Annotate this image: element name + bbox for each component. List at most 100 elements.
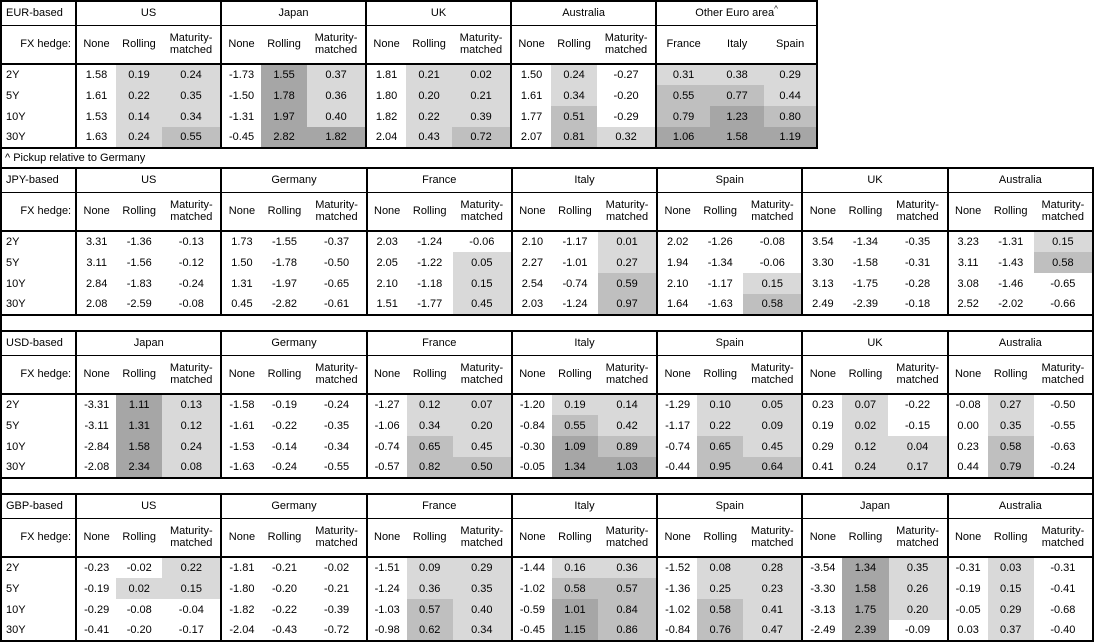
data-cell: 0.24 <box>162 436 223 457</box>
column-header: None <box>657 192 698 232</box>
data-cell: 0.22 <box>697 415 744 436</box>
country-header: Germany <box>221 494 368 519</box>
column-header: None <box>947 192 988 232</box>
column-header: Rolling <box>551 25 598 65</box>
data-cell: -1.27 <box>374 399 400 411</box>
data-cell: 0.09 <box>406 557 453 578</box>
column-header: Maturity-matched <box>162 518 223 558</box>
data-cell: -1.58 <box>229 399 255 411</box>
data-cell: -0.02 <box>126 562 152 574</box>
country-header: Australia <box>947 331 1094 356</box>
data-cell: -0.21 <box>307 578 368 599</box>
column-header: Maturity-matched <box>162 192 223 232</box>
data-cell: -0.06 <box>452 231 513 252</box>
data-cell: 0.36 <box>307 85 368 106</box>
column-header: None <box>221 518 262 558</box>
column-header: Rolling <box>551 355 598 395</box>
section-label: JPY-based <box>1 168 78 193</box>
data-cell: -0.24 <box>1033 457 1094 478</box>
data-cell: -1.81 <box>229 562 255 574</box>
data-cell: -0.05 <box>519 461 545 473</box>
column-header: None <box>947 355 988 395</box>
data-cell: 0.29 <box>812 440 834 453</box>
column-header: Spain <box>764 25 819 65</box>
data-cell: -2.82 <box>271 298 298 310</box>
data-cell: 0.23 <box>957 440 979 453</box>
data-cell: 0.22 <box>406 106 453 127</box>
column-header: None <box>366 192 407 232</box>
data-cell: -0.39 <box>307 599 368 620</box>
data-cell: -0.29 <box>597 106 658 127</box>
data-cell: 1.58 <box>116 436 163 457</box>
column-header: Rolling <box>406 192 453 232</box>
data-cell: 0.22 <box>162 557 223 578</box>
data-cell: -1.24 <box>417 236 443 248</box>
data-cell: 0.14 <box>598 394 659 415</box>
data-cell: 0.08 <box>697 557 744 578</box>
data-cell: 0.27 <box>598 252 659 273</box>
data-cell: -0.22 <box>271 603 298 616</box>
data-cell: 0.03 <box>987 557 1034 578</box>
data-cell: 1.53 <box>85 110 108 123</box>
data-cell: 0.41 <box>743 599 804 620</box>
column-header: None <box>366 355 407 395</box>
data-cell: -1.44 <box>519 562 545 574</box>
section-label: EUR-based <box>1 1 77 26</box>
data-cell: 1.94 <box>666 256 689 269</box>
data-cell: 0.41 <box>812 461 834 473</box>
data-cell: 0.36 <box>406 578 453 599</box>
data-cell: -3.54 <box>810 562 836 574</box>
row-label: 2Y <box>1 231 78 252</box>
country-header: Japan <box>76 331 223 356</box>
data-cell: -0.65 <box>1033 273 1094 294</box>
table-row: 5Y 3.11 -1.56 -0.12 1.50 -1.78 -0.50 2.05 -1.22 0… <box>1 252 1094 273</box>
data-cell: -0.15 <box>888 415 949 436</box>
row-label: 10Y <box>1 599 78 620</box>
data-cell: 0.80 <box>764 106 819 127</box>
data-cell: -1.82 <box>229 603 255 616</box>
column-header: None <box>76 355 117 395</box>
table-row: 30Y 1.63 0.24 0.55 -0.45 2.82 1.82 2.04 0.43 0.72… <box>1 127 819 148</box>
data-cell: -1.24 <box>374 582 400 595</box>
country-header: Italy <box>511 168 659 193</box>
column-header: Maturity-matched <box>1033 192 1094 232</box>
data-cell: 0.20 <box>406 85 453 106</box>
table-row: 2Y 3.31 -1.36 -0.13 1.73 -1.55 -0.37 2.03 -1.24-… <box>1 231 1094 252</box>
data-cell: 0.24 <box>116 127 162 148</box>
data-cell: 0.23 <box>812 399 834 411</box>
data-cell: -1.34 <box>852 236 878 248</box>
column-header: None <box>802 518 843 558</box>
data-cell: -0.98 <box>374 624 400 636</box>
column-header: Rolling <box>697 192 744 232</box>
data-cell: -0.37 <box>307 231 368 252</box>
data-cell: 0.55 <box>162 127 223 148</box>
data-cell: 0.57 <box>406 599 453 620</box>
data-cell: 0.58 <box>1033 252 1094 273</box>
column-header: Maturity-matched <box>743 518 804 558</box>
data-cell: 2.10 <box>666 277 689 290</box>
country-header: Italy <box>511 331 659 356</box>
row-label: 30Y <box>1 294 78 315</box>
data-cell: 0.25 <box>697 578 744 599</box>
data-cell: 0.32 <box>597 127 658 148</box>
country-header: US <box>76 1 223 26</box>
row-label: 30Y <box>1 127 77 148</box>
column-header: Rolling <box>551 192 599 232</box>
table-row: 2Y 1.58 0.19 0.24 -1.73 1.55 0.37 1.81 0.21 0.02 1… <box>1 64 819 85</box>
table-row: 10Y -0.29 -0.08 -0.04 -1.82 -0.22 -0.39 -1.03 0.… <box>1 599 1094 620</box>
data-cell: 0.40 <box>307 106 368 127</box>
table-row: 2Y -3.31 1.11 0.13 -1.58 -0.19 -0.24 -1.27 0.12 0… <box>1 394 1094 415</box>
data-cell: 1.34 <box>551 457 598 478</box>
country-header: UK <box>366 1 513 26</box>
data-cell: 1.03 <box>598 457 659 478</box>
data-cell: 1.50 <box>231 256 253 269</box>
data-cell: -3.11 <box>84 419 109 432</box>
column-header: Maturity-matched <box>307 518 368 558</box>
data-cell: 0.07 <box>842 394 889 415</box>
column-header: None <box>366 25 407 65</box>
data-cell: 1.75 <box>842 599 889 620</box>
data-cell: 1.23 <box>710 106 765 127</box>
data-cell: 1.58 <box>85 69 108 81</box>
data-cell: 1.50 <box>520 69 543 81</box>
data-cell: -1.80 <box>229 582 255 595</box>
